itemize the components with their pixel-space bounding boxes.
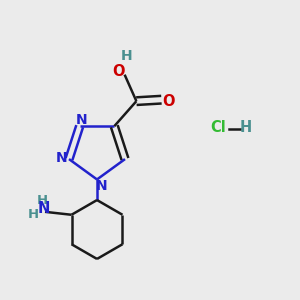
Text: N: N xyxy=(96,179,107,193)
Text: H: H xyxy=(240,120,252,135)
Text: H: H xyxy=(37,194,48,207)
Text: H: H xyxy=(28,208,39,221)
Text: N: N xyxy=(38,201,50,216)
Text: Cl: Cl xyxy=(210,120,226,135)
Text: O: O xyxy=(112,64,124,79)
Text: N: N xyxy=(75,113,87,127)
Text: H: H xyxy=(120,49,132,62)
Text: N: N xyxy=(56,151,68,165)
Text: O: O xyxy=(163,94,175,109)
